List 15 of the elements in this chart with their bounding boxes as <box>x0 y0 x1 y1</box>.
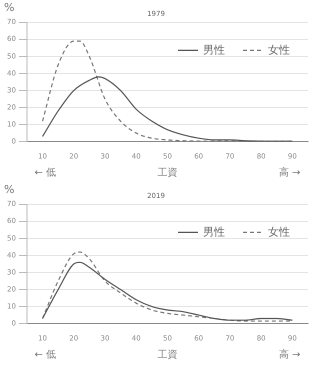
line-series <box>42 262 293 321</box>
legend-label: 男性 <box>203 225 225 238</box>
legend-label: 女性 <box>268 225 290 238</box>
x-axis-title: 工資 <box>157 348 178 361</box>
line-series <box>42 251 293 322</box>
x-axis-title: 工資 <box>157 166 178 179</box>
y-axis-title: % <box>4 0 14 14</box>
text: ← 低 <box>34 168 56 179</box>
legend-label: 女性 <box>268 43 290 56</box>
text: 高 → <box>278 166 300 179</box>
legend-label: 男性 <box>203 43 225 56</box>
text: ← 低 <box>34 350 56 361</box>
text: 高 → <box>278 348 300 361</box>
line-series <box>42 76 293 142</box>
y-axis-title: % <box>4 182 14 196</box>
